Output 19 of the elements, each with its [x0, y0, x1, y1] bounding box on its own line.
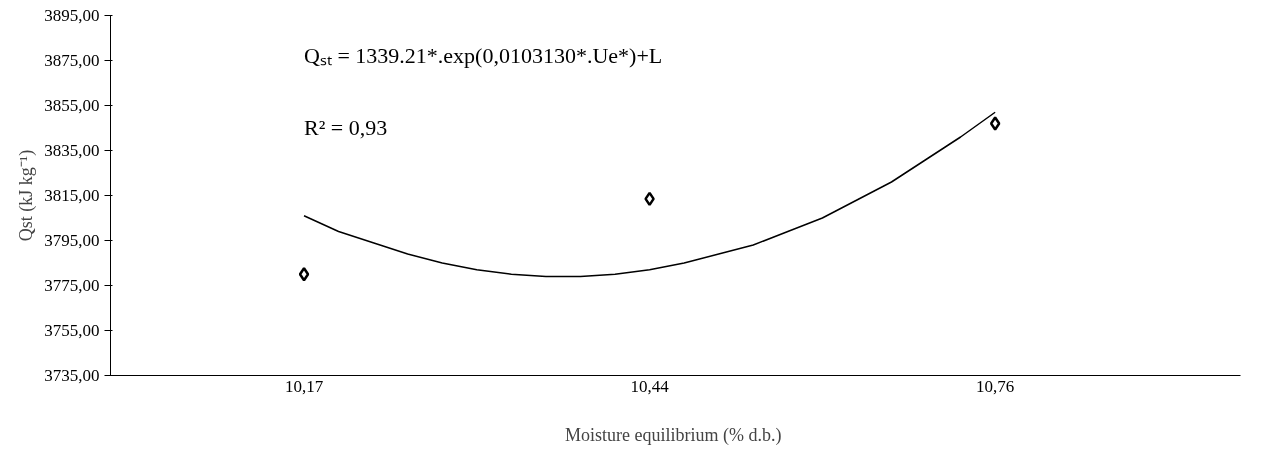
line-series — [303, 111, 996, 278]
y-tick-label: 3835,00 — [44, 141, 100, 160]
y-tick-label: 3815,00 — [44, 186, 100, 205]
y-tick-label: 3755,00 — [44, 321, 100, 340]
annotation: Qₛₜ = 1339.21*.exp(0,0103130*.Ue*)+L — [304, 42, 663, 68]
annotation: R² = 0,93 — [304, 114, 388, 140]
x-axis-title: Moisture equilibrium (% d.b.) — [565, 424, 782, 446]
y-axis-title: Qst (kJ kg⁻¹) — [16, 149, 38, 242]
y-tick-label: 3775,00 — [44, 276, 100, 295]
point — [989, 116, 1001, 131]
x-tick-label: 10,44 — [630, 376, 670, 396]
point — [298, 267, 310, 282]
y-tick-label: 3875,00 — [44, 51, 100, 70]
y-tick-label: 3795,00 — [44, 231, 100, 250]
y-tick-label: 3895,00 — [44, 6, 100, 25]
y-tick-label: 3855,00 — [44, 96, 100, 115]
x-tick-label: 10,76 — [976, 376, 1015, 396]
x-tick-label: 10,17 — [284, 376, 324, 396]
y-tick-label: 3735,00 — [44, 366, 100, 385]
